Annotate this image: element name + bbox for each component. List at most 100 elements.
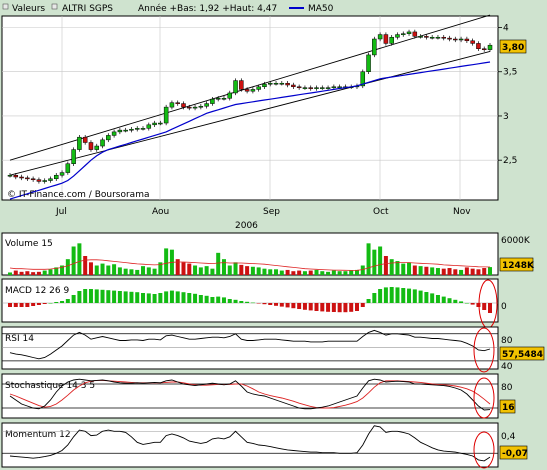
candle-body <box>285 82 290 86</box>
candle-body <box>88 142 94 150</box>
candle-body <box>163 106 169 124</box>
volume-panel: Volume 15 6000K 1248K <box>1 232 535 276</box>
volume-bar <box>401 263 406 275</box>
volume-bar <box>164 248 169 275</box>
macd-bar <box>476 303 481 307</box>
volume-bar <box>389 259 394 275</box>
trendline <box>9 14 491 161</box>
volume-bar <box>337 271 342 275</box>
trendline <box>9 50 491 176</box>
rsi-title: RSI 14 <box>5 334 34 344</box>
candle-body <box>302 87 308 89</box>
price-y-tick: 4 <box>503 24 509 34</box>
volume-bar <box>441 268 446 275</box>
candle-body <box>187 106 192 109</box>
rsi-guides <box>2 333 498 362</box>
price-y-tick: 3 <box>503 112 509 122</box>
macd-bar <box>175 291 180 303</box>
volume-bar <box>65 259 70 275</box>
macd-bar <box>112 290 117 303</box>
candle-body <box>262 83 267 88</box>
price-y-tick: 2,5 <box>503 156 517 166</box>
macd-bar <box>412 289 417 303</box>
volume-bar <box>285 269 290 275</box>
macd-bar <box>441 296 446 303</box>
volume-bar <box>354 269 359 275</box>
candle-body <box>134 128 140 130</box>
volume-bar <box>274 269 279 275</box>
candle-body <box>36 179 42 182</box>
rsi-line <box>9 329 491 360</box>
candle-body <box>296 86 302 89</box>
macd-bar <box>77 291 82 303</box>
candle-body <box>429 36 435 39</box>
last-price-label: 3,80 <box>502 43 524 53</box>
x-axis: Jul Aou Sep Oct Nov 2006 <box>55 207 471 231</box>
candle-body <box>377 34 383 40</box>
macd-bar <box>378 289 383 303</box>
volume-bar <box>430 267 435 275</box>
macd-bar <box>268 303 273 305</box>
candle-body <box>169 102 175 108</box>
macd-bar <box>54 302 59 303</box>
stoch-y-tick-80: 80 <box>501 383 513 393</box>
macd-bar <box>100 289 105 303</box>
candle-body <box>372 38 377 56</box>
macd-bar <box>227 299 232 303</box>
candle-body <box>181 103 186 108</box>
volume-bar <box>129 269 134 275</box>
macd-bar <box>187 293 192 303</box>
candle-body <box>441 36 446 39</box>
macd-bar <box>401 288 406 303</box>
macd-bar <box>8 303 12 307</box>
macd-bar <box>60 301 65 303</box>
candle-body <box>48 178 53 181</box>
volume-bar <box>198 267 203 275</box>
candle-body <box>117 129 123 133</box>
candle-body <box>129 128 134 131</box>
macd-bar <box>204 295 209 303</box>
macd-bar <box>274 303 279 306</box>
volume-bar <box>482 268 487 275</box>
volume-bar <box>175 259 180 275</box>
macd-bar <box>106 290 111 303</box>
volume-bar <box>193 265 198 275</box>
candle-body <box>215 98 221 100</box>
volume-bar <box>279 270 284 275</box>
volume-badge-label: 1248K <box>502 261 535 271</box>
macd-panel: MACD 12 26 9 0 <box>1 278 507 329</box>
volume-bar <box>152 268 157 275</box>
candle-body <box>198 105 204 108</box>
volume-bar <box>48 269 53 275</box>
volume-bar <box>349 270 354 275</box>
macd-bar <box>169 290 174 303</box>
valeurs-label: Valeurs <box>12 4 45 14</box>
volume-bar <box>71 246 76 275</box>
rsi-annotation-circle <box>473 327 495 373</box>
macd-bar <box>435 295 440 303</box>
macd-bar <box>424 292 429 303</box>
macd-bar <box>152 294 157 303</box>
macd-bar <box>239 301 244 303</box>
candle-body <box>158 122 163 125</box>
macd-bar <box>158 293 163 303</box>
candle-body <box>71 149 76 164</box>
x-tick-jul: Jul <box>55 207 67 217</box>
stoch-badge <box>499 399 516 414</box>
macd-bar <box>181 292 186 303</box>
volume-bar <box>476 269 481 275</box>
volume-bar <box>100 263 105 275</box>
macd-y-tick: 0 <box>501 302 507 312</box>
x-tick-nov: Nov <box>453 207 471 217</box>
macd-bar <box>262 303 267 305</box>
volume-bar <box>418 266 423 275</box>
volume-bar <box>60 265 65 275</box>
volume-bar <box>343 271 348 275</box>
ma50-legend-label: MA50 <box>308 4 334 14</box>
macd-bar <box>25 303 30 307</box>
volume-bar <box>250 266 255 275</box>
volume-bar <box>239 264 244 275</box>
macd-bar <box>337 303 342 313</box>
macd-bar <box>389 287 394 303</box>
